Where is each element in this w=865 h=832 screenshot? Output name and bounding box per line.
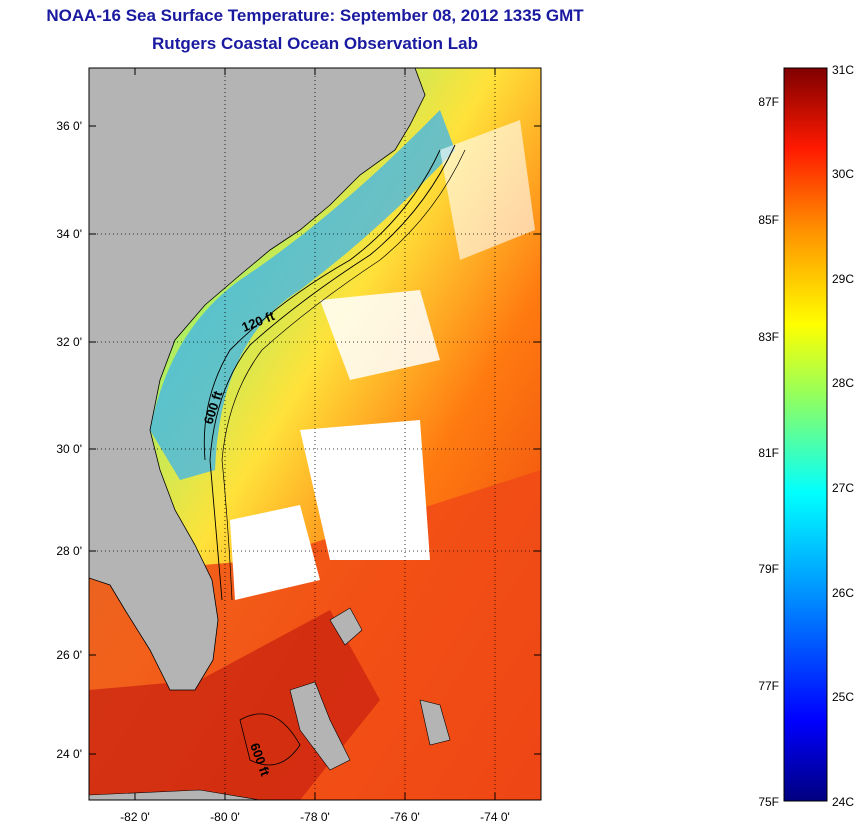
colorbar-fahrenheit-label: 87F bbox=[758, 95, 779, 109]
colorbar-fahrenheit-label: 83F bbox=[758, 330, 779, 344]
contour-600ft-south bbox=[239, 713, 301, 766]
temperature-colorbar bbox=[783, 67, 828, 802]
land-us-east-coast bbox=[89, 68, 426, 691]
colorbar-celsius-label: 25C bbox=[832, 690, 854, 704]
cloud-mask bbox=[320, 290, 440, 380]
colorbar-fahrenheit-label: 75F bbox=[758, 795, 779, 809]
lon-tick-label: -82 0' bbox=[120, 810, 150, 824]
lon-tick-label: -74 0' bbox=[480, 810, 510, 824]
colorbar-celsius-label: 28C bbox=[832, 376, 854, 390]
colorbar-fahrenheit-label: 85F bbox=[758, 213, 779, 227]
contour-120ft bbox=[203, 149, 441, 461]
colorbar-celsius-label: 31C bbox=[832, 63, 854, 77]
cloud-mask bbox=[440, 120, 535, 260]
colorbar-fahrenheit-label: 81F bbox=[758, 446, 779, 460]
land-bahamas bbox=[329, 607, 363, 646]
lat-tick-label: 32 0' bbox=[56, 335, 82, 349]
colorbar-celsius-label: 29C bbox=[832, 272, 854, 286]
colorbar-celsius-label: 24C bbox=[832, 795, 854, 809]
cloud-mask bbox=[230, 505, 320, 600]
lat-tick-label: 26 0' bbox=[56, 648, 82, 662]
lat-tick-label: 28 0' bbox=[56, 544, 82, 558]
map-plot-area: 120 ft 600 ft 600 ft bbox=[89, 68, 541, 800]
lat-tick-label: 36 0' bbox=[56, 119, 82, 133]
colorbar-fahrenheit-label: 77F bbox=[758, 679, 779, 693]
contour-600ft bbox=[209, 144, 456, 601]
lat-tick-label: 30 0' bbox=[56, 442, 82, 456]
colorbar-celsius-label: 30C bbox=[832, 167, 854, 181]
contour-deep bbox=[221, 149, 466, 601]
colorbar-celsius-label: 27C bbox=[832, 481, 854, 495]
graticule bbox=[89, 68, 541, 800]
lon-tick-label: -78 0' bbox=[300, 810, 330, 824]
land-cuba bbox=[89, 789, 261, 800]
lat-tick-label: 24 0' bbox=[56, 747, 82, 761]
cloud-mask bbox=[300, 420, 430, 560]
lon-tick-label: -80 0' bbox=[210, 810, 240, 824]
lat-tick-label: 34 0' bbox=[56, 227, 82, 241]
lon-tick-label: -76 0' bbox=[390, 810, 420, 824]
map-title: NOAA-16 Sea Surface Temperature: Septemb… bbox=[46, 6, 584, 25]
colorbar-celsius-label: 26C bbox=[832, 586, 854, 600]
hot-water-region bbox=[89, 610, 380, 800]
land-bahamas bbox=[419, 699, 451, 746]
land-bahamas bbox=[289, 681, 351, 771]
colorbar-fahrenheit-label: 79F bbox=[758, 562, 779, 576]
axis-ticks bbox=[89, 68, 541, 800]
map-subtitle: Rutgers Coastal Ocean Observation Lab bbox=[152, 34, 478, 53]
